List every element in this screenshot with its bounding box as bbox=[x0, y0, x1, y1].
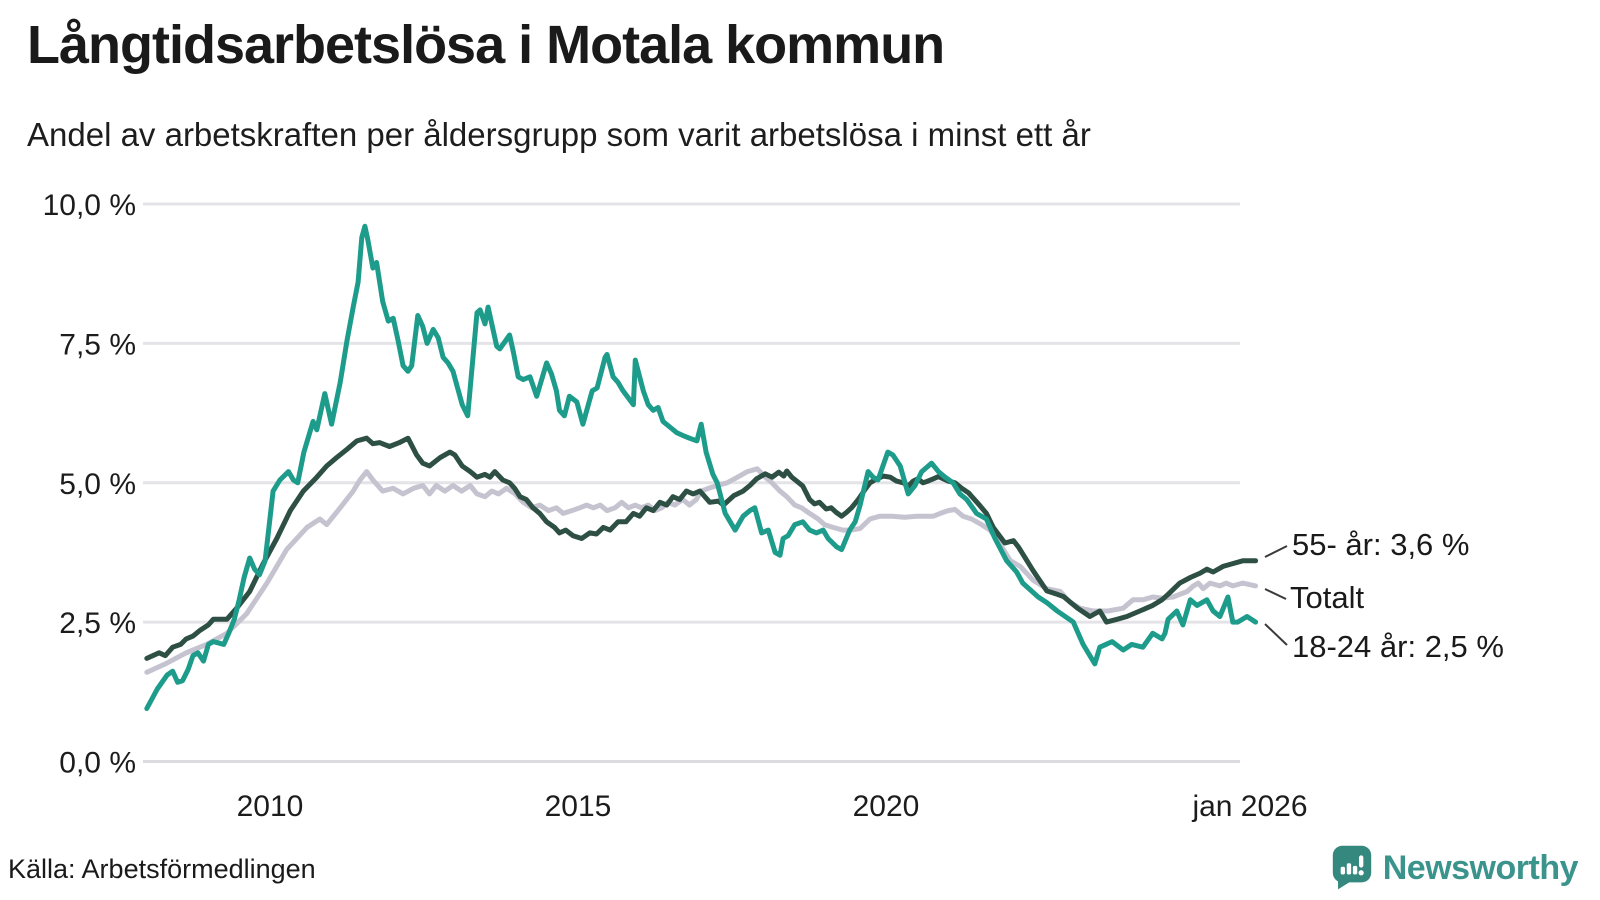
brand-logo: Newsworthy bbox=[1331, 844, 1579, 892]
source-attribution: Källa: Arbetsförmedlingen bbox=[8, 854, 316, 884]
y-tick-label: 5,0 % bbox=[59, 468, 136, 501]
x-tick-label: 2015 bbox=[545, 790, 612, 823]
chart-subtitle: Andel av arbetskraften per åldersgrupp s… bbox=[27, 116, 1091, 153]
series-line-18-24-r bbox=[144, 223, 1259, 711]
y-tick-label: 0,0 % bbox=[59, 747, 136, 780]
y-tick-label: 2,5 % bbox=[59, 607, 136, 640]
leader-line-55 bbox=[1264, 545, 1288, 558]
leader-line-18-24 bbox=[1264, 623, 1288, 646]
x-axis-tick-labels: 2010 2015 2020 jan 2026 bbox=[237, 790, 1308, 823]
speech-bubble-bar-chart-icon bbox=[1332, 845, 1371, 890]
x-tick-label: jan 2026 bbox=[1191, 790, 1307, 823]
y-tick-label: 7,5 % bbox=[59, 328, 136, 361]
y-tick-label: 10,0 % bbox=[43, 189, 136, 222]
series-line-totalt bbox=[144, 466, 1259, 675]
brand-name: Newsworthy bbox=[1382, 848, 1579, 887]
series-end-label-totalt: Totalt bbox=[1290, 580, 1365, 615]
x-tick-label: 2010 bbox=[237, 790, 304, 823]
y-axis-tick-labels: 0,0 % 2,5 % 5,0 % 7,5 % 10,0 % bbox=[43, 189, 136, 780]
annotation-leader-lines bbox=[1264, 545, 1288, 646]
leader-line-totalt bbox=[1264, 588, 1287, 600]
series-end-label-18-24: 18-24 år: 2,5 % bbox=[1292, 629, 1504, 664]
series-line-55-r bbox=[144, 435, 1259, 661]
x-tick-label: 2020 bbox=[853, 790, 920, 823]
series-end-label-55: 55- år: 3,6 % bbox=[1292, 527, 1470, 562]
series-lines bbox=[144, 223, 1259, 711]
page-title: Långtidsarbetslösa i Motala kommun bbox=[27, 15, 945, 75]
gridlines bbox=[143, 202, 1240, 763]
